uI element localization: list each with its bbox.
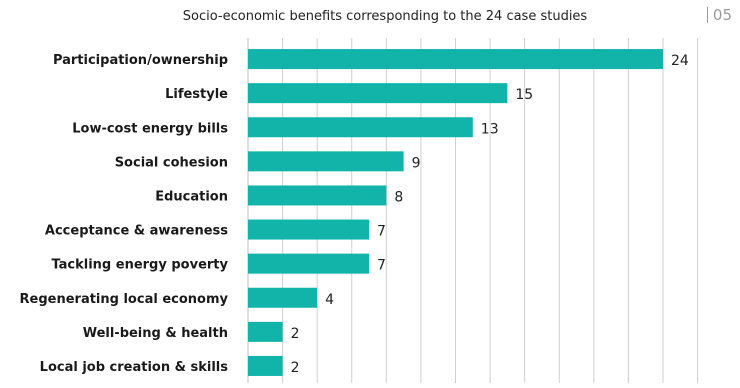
category-label: Low-cost energy bills bbox=[72, 121, 228, 136]
bar bbox=[248, 287, 318, 308]
value-label: 2 bbox=[291, 360, 300, 376]
value-label: 2 bbox=[291, 326, 300, 342]
bar bbox=[248, 83, 508, 104]
category-label: Regenerating local economy bbox=[20, 292, 229, 307]
bar bbox=[248, 49, 663, 70]
bar bbox=[248, 253, 370, 274]
category-label: Acceptance & awareness bbox=[45, 224, 228, 239]
bar bbox=[248, 355, 283, 376]
bar bbox=[248, 321, 283, 342]
category-label: Participation/ownership bbox=[53, 53, 228, 68]
value-label: 15 bbox=[515, 87, 533, 103]
bar bbox=[248, 185, 387, 206]
category-label: Well-being & health bbox=[83, 326, 228, 341]
category-label: Lifestyle bbox=[165, 87, 228, 102]
category-label: Education bbox=[155, 189, 228, 204]
value-label: 24 bbox=[671, 53, 689, 69]
value-label: 4 bbox=[325, 292, 334, 308]
category-label: Social cohesion bbox=[115, 155, 228, 170]
bar bbox=[248, 117, 473, 138]
page-number: 05 bbox=[706, 7, 732, 23]
category-label: Local job creation & skills bbox=[40, 360, 229, 375]
value-label: 7 bbox=[377, 224, 386, 240]
chart-title: Socio-economic benefits corresponding to… bbox=[182, 9, 588, 24]
category-label: Tackling energy poverty bbox=[51, 258, 228, 273]
value-label: 7 bbox=[377, 258, 386, 274]
value-label: 8 bbox=[394, 189, 403, 205]
bar bbox=[248, 151, 404, 172]
value-label: 13 bbox=[481, 121, 499, 137]
bar bbox=[248, 219, 370, 240]
value-label: 9 bbox=[412, 155, 421, 171]
